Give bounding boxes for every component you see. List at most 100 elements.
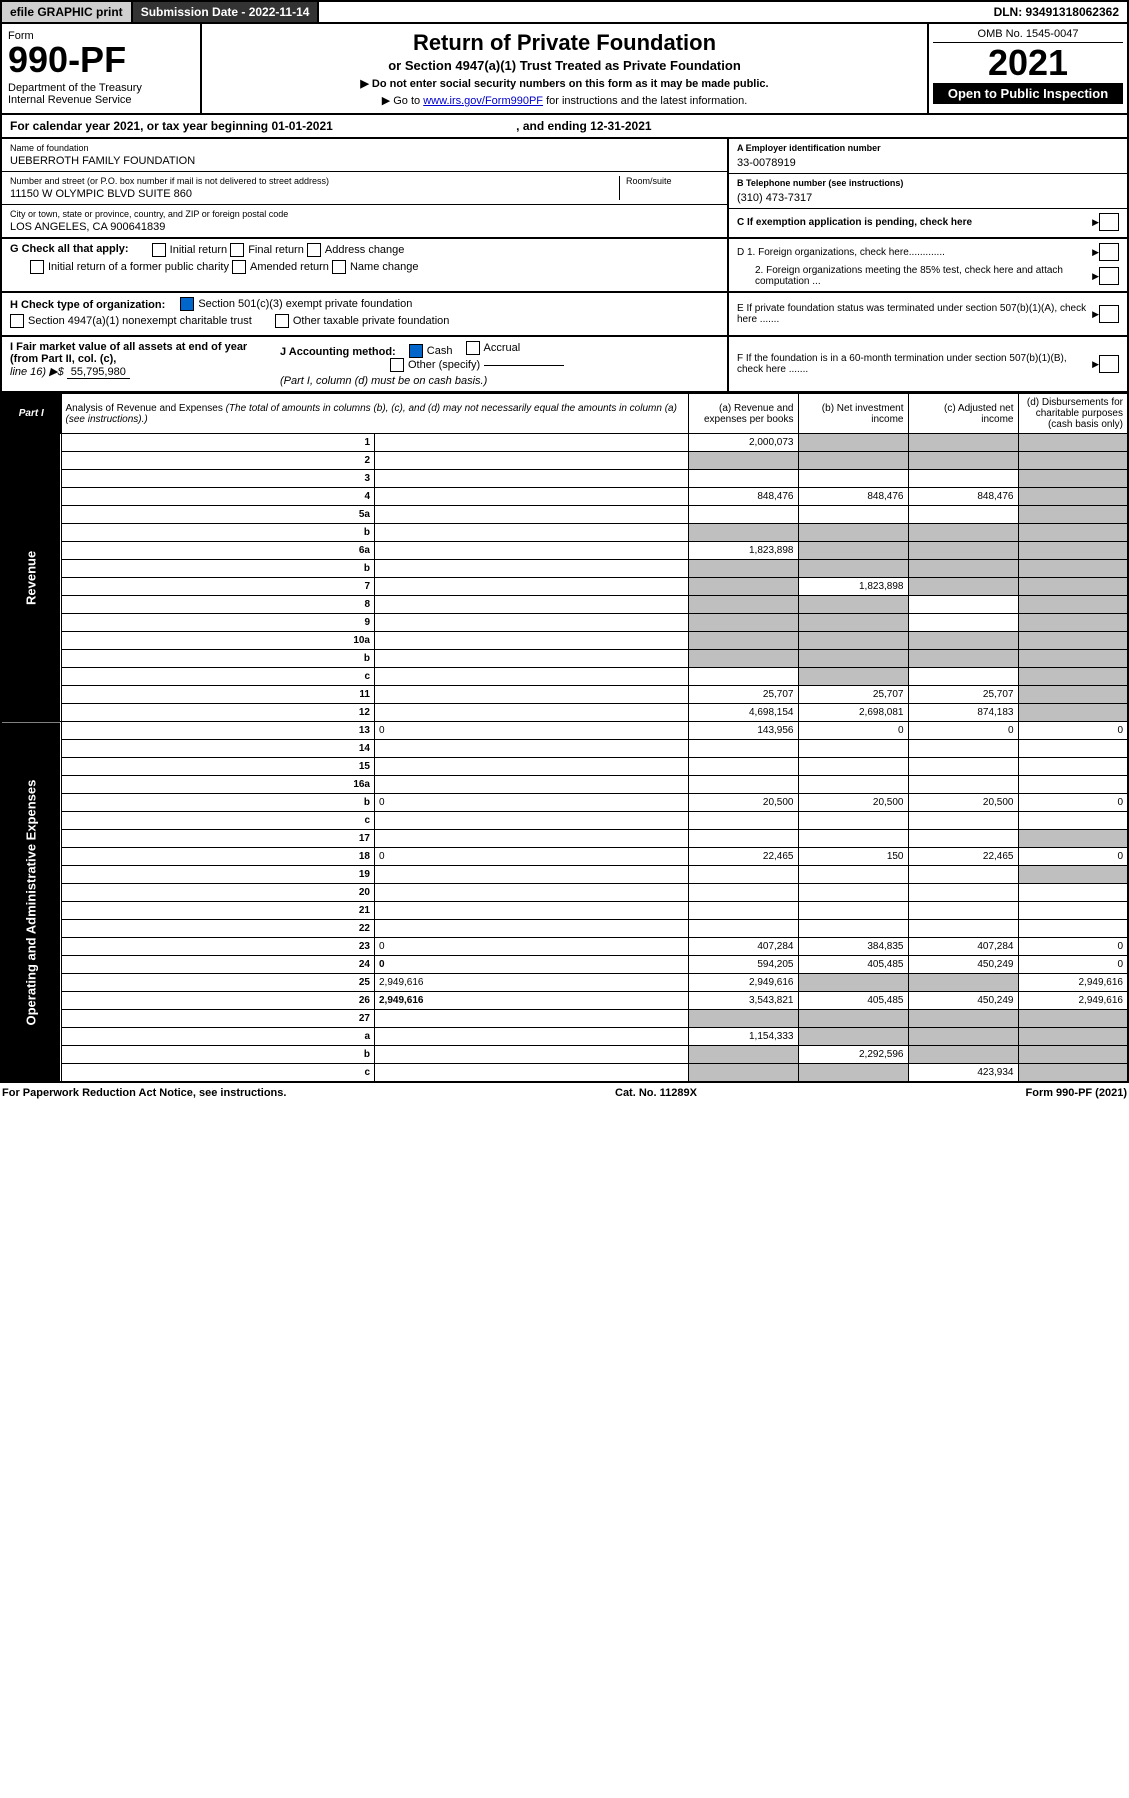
entity-block: Name of foundation UEBERROTH FAMILY FOUN… bbox=[0, 139, 1129, 239]
cell-a bbox=[688, 632, 798, 650]
cell-a bbox=[688, 560, 798, 578]
checkbox[interactable] bbox=[466, 341, 480, 355]
line-desc: 0 bbox=[375, 794, 689, 812]
i-j-f-block: I Fair market value of all assets at end… bbox=[0, 337, 1129, 393]
cell-b bbox=[798, 650, 908, 668]
checkbox[interactable] bbox=[152, 243, 166, 257]
line-desc bbox=[375, 776, 689, 794]
checkbox[interactable] bbox=[332, 260, 346, 274]
cell-b bbox=[798, 668, 908, 686]
cell-d bbox=[1018, 1028, 1128, 1046]
cell-a bbox=[688, 830, 798, 848]
line-number: 11 bbox=[61, 686, 375, 704]
cell-b: 1,823,898 bbox=[798, 578, 908, 596]
checkbox[interactable] bbox=[1099, 355, 1119, 373]
col-a-header: (a) Revenue and expenses per books bbox=[688, 394, 798, 434]
checkbox[interactable] bbox=[1099, 267, 1119, 285]
checkbox[interactable] bbox=[232, 260, 246, 274]
line-number: 24 bbox=[61, 956, 375, 974]
year-block: OMB No. 1545-0047 2021 Open to Public In… bbox=[927, 24, 1127, 113]
topbar: efile GRAPHIC print Submission Date - 20… bbox=[0, 0, 1129, 24]
cell-a: 143,956 bbox=[688, 722, 798, 740]
cell-c: 450,249 bbox=[908, 992, 1018, 1010]
checkbox-checked[interactable] bbox=[180, 297, 194, 311]
line-number: b bbox=[61, 560, 375, 578]
line-number: 23 bbox=[61, 938, 375, 956]
omb-number: OMB No. 1545-0047 bbox=[933, 28, 1123, 43]
cell-a bbox=[688, 506, 798, 524]
cell-a bbox=[688, 866, 798, 884]
line-desc bbox=[375, 650, 689, 668]
checkbox[interactable] bbox=[307, 243, 321, 257]
cell-a: 594,205 bbox=[688, 956, 798, 974]
checkbox[interactable] bbox=[390, 358, 404, 372]
cell-a bbox=[688, 668, 798, 686]
arrow-icon bbox=[1092, 271, 1099, 282]
checkbox[interactable] bbox=[1099, 243, 1119, 261]
checkbox[interactable] bbox=[1099, 305, 1119, 323]
cell-c bbox=[908, 812, 1018, 830]
checkbox[interactable] bbox=[1099, 213, 1119, 231]
i-block: I Fair market value of all assets at end… bbox=[10, 341, 260, 387]
line-number: 10a bbox=[61, 632, 375, 650]
cell-d bbox=[1018, 902, 1128, 920]
line-desc: 0 bbox=[375, 722, 689, 740]
cell-a bbox=[688, 812, 798, 830]
col-c-header: (c) Adjusted net income bbox=[908, 394, 1018, 434]
line-number: b bbox=[61, 650, 375, 668]
cell-d bbox=[1018, 1064, 1128, 1083]
cell-c bbox=[908, 596, 1018, 614]
cell-b bbox=[798, 614, 908, 632]
checkbox[interactable] bbox=[230, 243, 244, 257]
cell-d bbox=[1018, 434, 1128, 452]
checkbox-checked[interactable] bbox=[409, 344, 423, 358]
checkbox[interactable] bbox=[10, 314, 24, 328]
address-field: Number and street (or P.O. box number if… bbox=[2, 172, 727, 205]
cell-c bbox=[908, 1028, 1018, 1046]
phone-field: B Telephone number (see instructions) (3… bbox=[729, 174, 1127, 209]
cell-d bbox=[1018, 578, 1128, 596]
line-desc bbox=[375, 1064, 689, 1083]
line-number: 18 bbox=[61, 848, 375, 866]
irs-link[interactable]: www.irs.gov/Form990PF bbox=[423, 95, 543, 107]
line-desc bbox=[375, 884, 689, 902]
cell-d bbox=[1018, 1010, 1128, 1028]
d-block: D 1. Foreign organizations, check here..… bbox=[727, 239, 1127, 291]
line-desc bbox=[375, 866, 689, 884]
cell-c: 25,707 bbox=[908, 686, 1018, 704]
line-number: 25 bbox=[61, 974, 375, 992]
line-desc bbox=[375, 1028, 689, 1046]
cell-a: 4,698,154 bbox=[688, 704, 798, 722]
line-number: 4 bbox=[61, 488, 375, 506]
cell-c bbox=[908, 632, 1018, 650]
form-title: Return of Private Foundation bbox=[212, 30, 917, 56]
paperwork-notice: For Paperwork Reduction Act Notice, see … bbox=[2, 1087, 286, 1099]
fmv-value: 55,795,980 bbox=[67, 366, 130, 379]
h-e-block: H Check type of organization: Section 50… bbox=[0, 293, 1129, 337]
cell-b: 25,707 bbox=[798, 686, 908, 704]
cell-b bbox=[798, 470, 908, 488]
line-number: 19 bbox=[61, 866, 375, 884]
line-number: c bbox=[61, 1064, 375, 1083]
cell-b: 2,698,081 bbox=[798, 704, 908, 722]
cell-d: 0 bbox=[1018, 938, 1128, 956]
cell-c bbox=[908, 506, 1018, 524]
line-number: 20 bbox=[61, 884, 375, 902]
line-desc bbox=[375, 704, 689, 722]
cell-d bbox=[1018, 866, 1128, 884]
checkbox[interactable] bbox=[30, 260, 44, 274]
cell-d bbox=[1018, 1046, 1128, 1064]
cell-d: 2,949,616 bbox=[1018, 974, 1128, 992]
cell-b bbox=[798, 758, 908, 776]
line-number: 27 bbox=[61, 1010, 375, 1028]
cell-b bbox=[798, 452, 908, 470]
cell-a bbox=[688, 1046, 798, 1064]
cell-d bbox=[1018, 686, 1128, 704]
cell-c bbox=[908, 434, 1018, 452]
cell-a bbox=[688, 776, 798, 794]
line-desc bbox=[375, 830, 689, 848]
col-b-header: (b) Net investment income bbox=[798, 394, 908, 434]
arrow-icon bbox=[1092, 247, 1099, 258]
checkbox[interactable] bbox=[275, 314, 289, 328]
note-link: ▶ Go to www.irs.gov/Form990PF for instru… bbox=[212, 94, 917, 107]
